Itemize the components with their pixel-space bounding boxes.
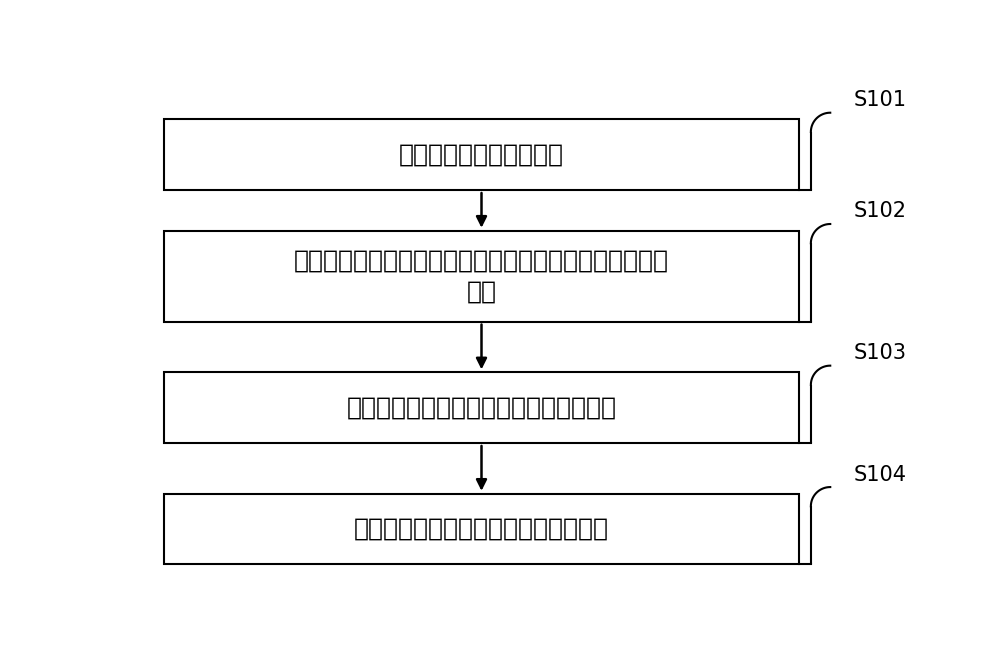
FancyBboxPatch shape [164,493,799,564]
Text: 利用设定的频点相位噪声数值求解幂律模型中的噪声分量
系数: 利用设定的频点相位噪声数值求解幂律模型中的噪声分量 系数 [294,248,669,304]
FancyBboxPatch shape [164,373,799,443]
Text: S102: S102 [854,202,906,221]
Text: S103: S103 [854,343,906,363]
Text: 建立相位噪声的幂律模型: 建立相位噪声的幂律模型 [399,143,564,167]
Text: 利用成形滤波器生成五种特征的噪声分量: 利用成形滤波器生成五种特征的噪声分量 [347,396,616,420]
Text: 利用阿伦方差实现五种噪声大小的调控: 利用阿伦方差实现五种噪声大小的调控 [354,517,609,541]
FancyBboxPatch shape [164,231,799,322]
FancyBboxPatch shape [164,120,799,190]
Text: S104: S104 [854,464,906,485]
Text: S101: S101 [854,90,906,110]
